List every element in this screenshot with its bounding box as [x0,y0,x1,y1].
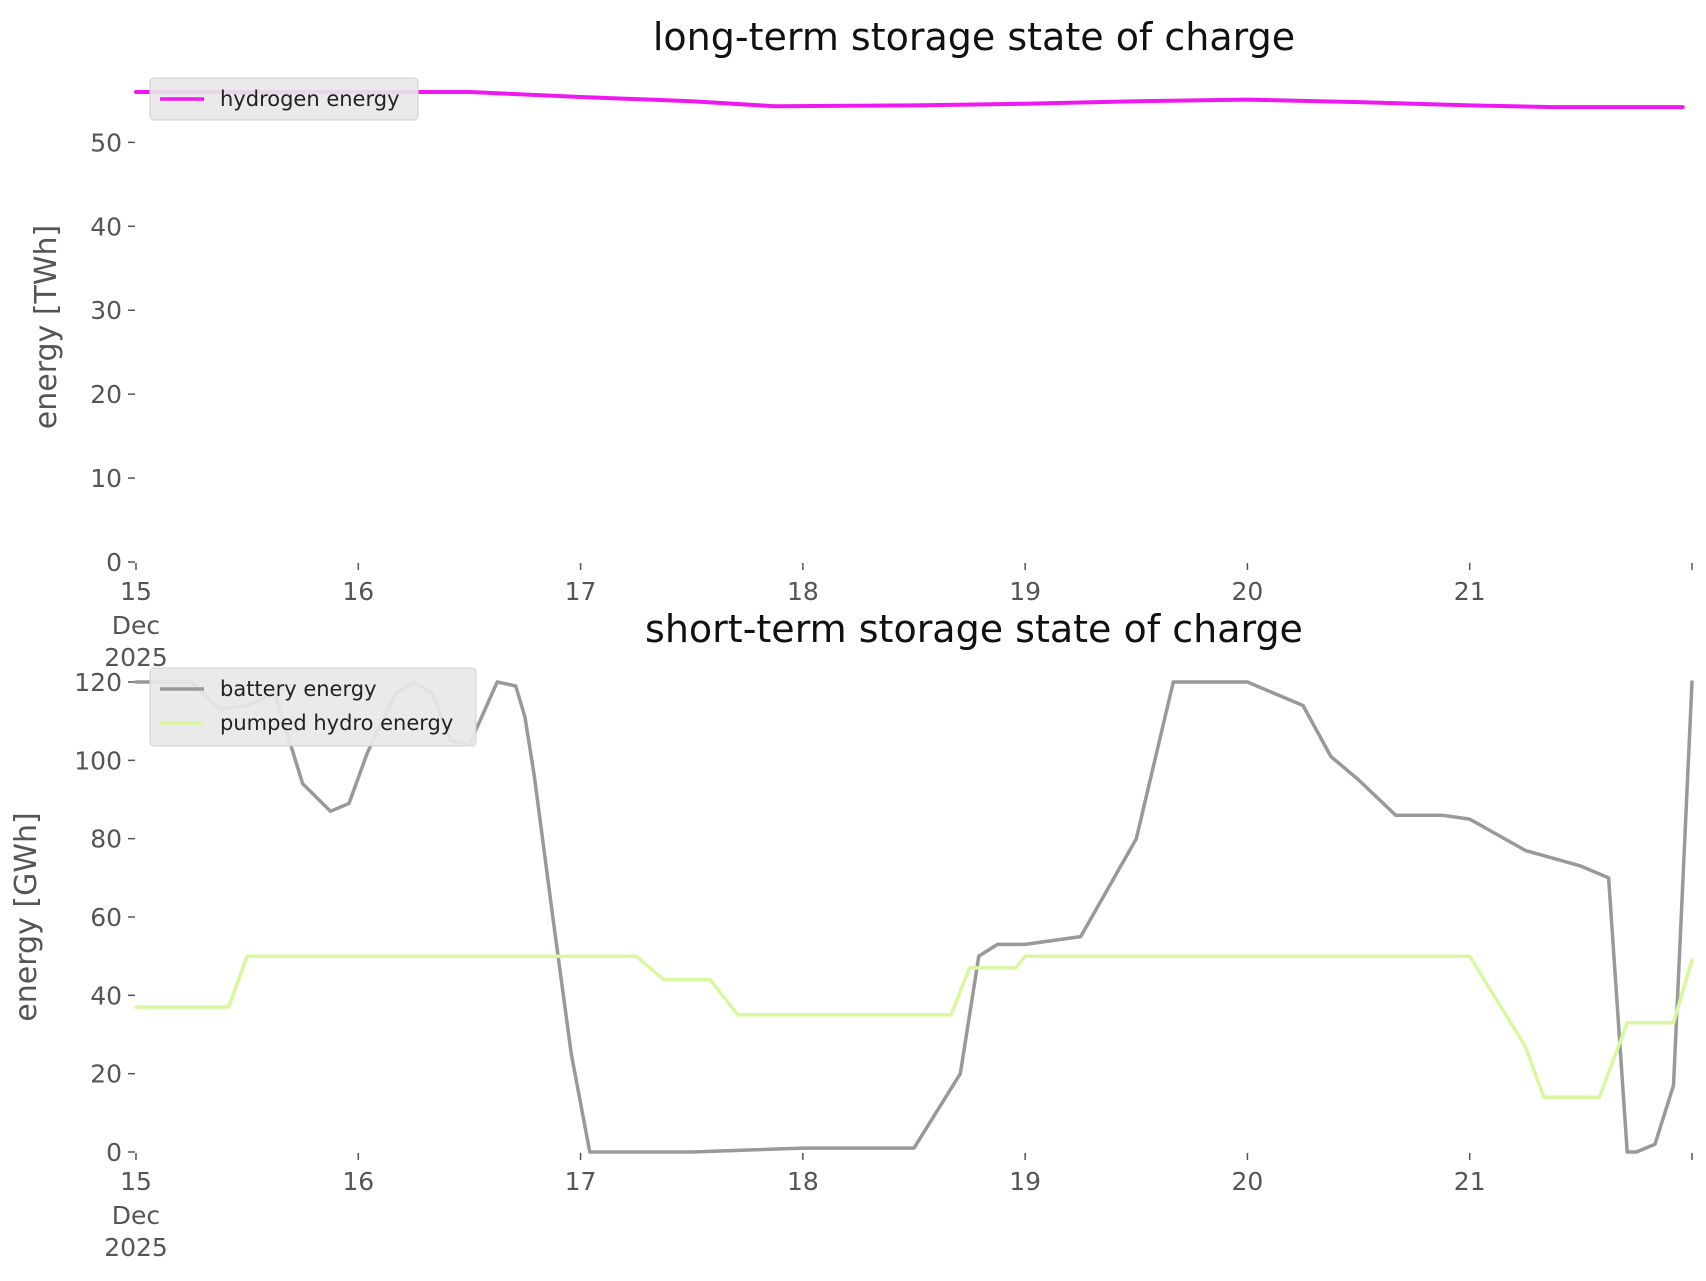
x-tick-sublabel: 2025 [104,643,168,672]
y-tick-label: 20 [90,1060,122,1089]
x-tick-label: 21 [1454,1167,1486,1196]
x-tick-sublabel: Dec [112,1201,160,1230]
y-tick-label: 80 [90,825,122,854]
y-tick-label: 30 [90,296,122,325]
x-tick-label: 15 [120,1167,152,1196]
series-line-pumped-hydro-energy [134,954,1694,1099]
y-tick-label: 60 [90,903,122,932]
x-tick-label: 16 [342,577,374,606]
x-tick-label: 17 [565,1167,597,1196]
x-tick-label: 15 [120,577,152,606]
x-tick-label: 20 [1232,1167,1264,1196]
chart-2: short-term storage state of charge energy… [9,607,1694,1262]
x-tick-label: 18 [787,577,819,606]
legend-entry: pumped hydro energy [220,711,453,735]
legend-entry: battery energy [220,677,377,701]
y-tick-label: 40 [90,212,122,241]
legend: battery energy pumped hydro energy [149,667,477,747]
x-tick-label: 20 [1232,577,1264,606]
x-tick-label: 19 [1009,1167,1041,1196]
x-tick-sublabel: 2025 [104,1233,168,1262]
legend-box [149,667,477,747]
legend-box [149,77,419,121]
y-tick-label: 0 [106,548,122,577]
x-tick-label: 18 [787,1167,819,1196]
chart-1: long-term storage state of charge energy … [29,15,1693,672]
x-tick-label: 17 [565,577,597,606]
y-tick-label: 0 [106,1138,122,1167]
chart-title: short-term storage state of charge [645,607,1303,651]
y-tick-label: 10 [90,464,122,493]
chart-title: long-term storage state of charge [653,15,1295,59]
y-tick-label: 20 [90,380,122,409]
legend-entry: hydrogen energy [220,87,400,111]
x-tick-label: 21 [1454,577,1486,606]
x-tick-sublabel: Dec [112,611,160,640]
y-tick-label: 50 [90,128,122,157]
y-tick-label: 120 [74,668,122,697]
legend: hydrogen energy [149,77,419,121]
x-tick-label: 16 [342,1167,374,1196]
series-line-battery-energy [134,680,1694,1154]
y-tick-label: 40 [90,981,122,1010]
y-axis-label: energy [TWh] [29,225,64,429]
x-tick-label: 19 [1009,577,1041,606]
y-tick-label: 100 [74,746,122,775]
y-axis-label: energy [GWh] [9,812,44,1021]
